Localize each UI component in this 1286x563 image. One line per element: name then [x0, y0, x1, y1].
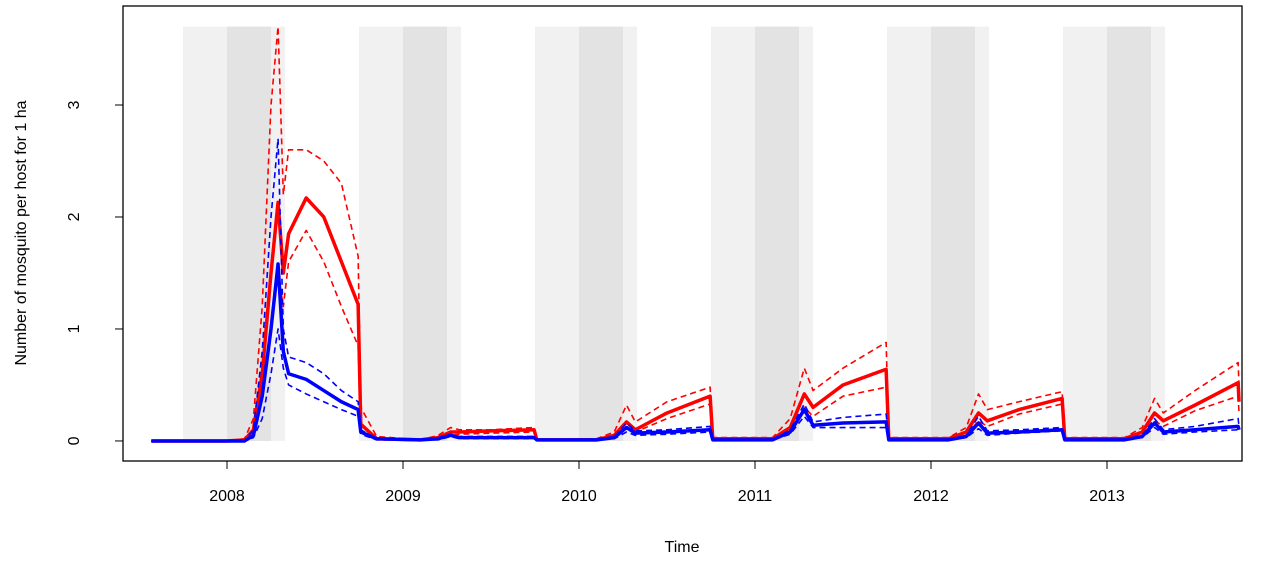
x-tick-label: 2012	[913, 488, 949, 505]
y-tick-label: 1	[66, 324, 83, 333]
season-band	[755, 26, 800, 441]
season-band	[1107, 26, 1152, 441]
y-tick-label: 0	[66, 436, 83, 445]
x-tick-label: 2009	[385, 488, 421, 505]
plot-frame	[122, 5, 1243, 462]
season-band	[403, 26, 448, 441]
series-line	[151, 262, 1241, 443]
x-tick-label: 2013	[1089, 488, 1125, 505]
y-tick-label: 3	[66, 100, 83, 109]
season-band	[579, 26, 624, 441]
y-tick-label: 2	[66, 212, 83, 221]
y-axis-label: Number of mosquito per host for 1 ha	[13, 100, 30, 365]
x-tick-label: 2010	[561, 488, 597, 505]
series-line	[151, 25, 1240, 442]
x-tick-label: 2011	[738, 488, 773, 505]
x-tick-label: 2008	[209, 488, 245, 505]
x-axis-label: Time	[665, 539, 700, 556]
series-line	[151, 196, 1241, 443]
season-band	[931, 26, 976, 441]
series-line	[151, 137, 1240, 442]
